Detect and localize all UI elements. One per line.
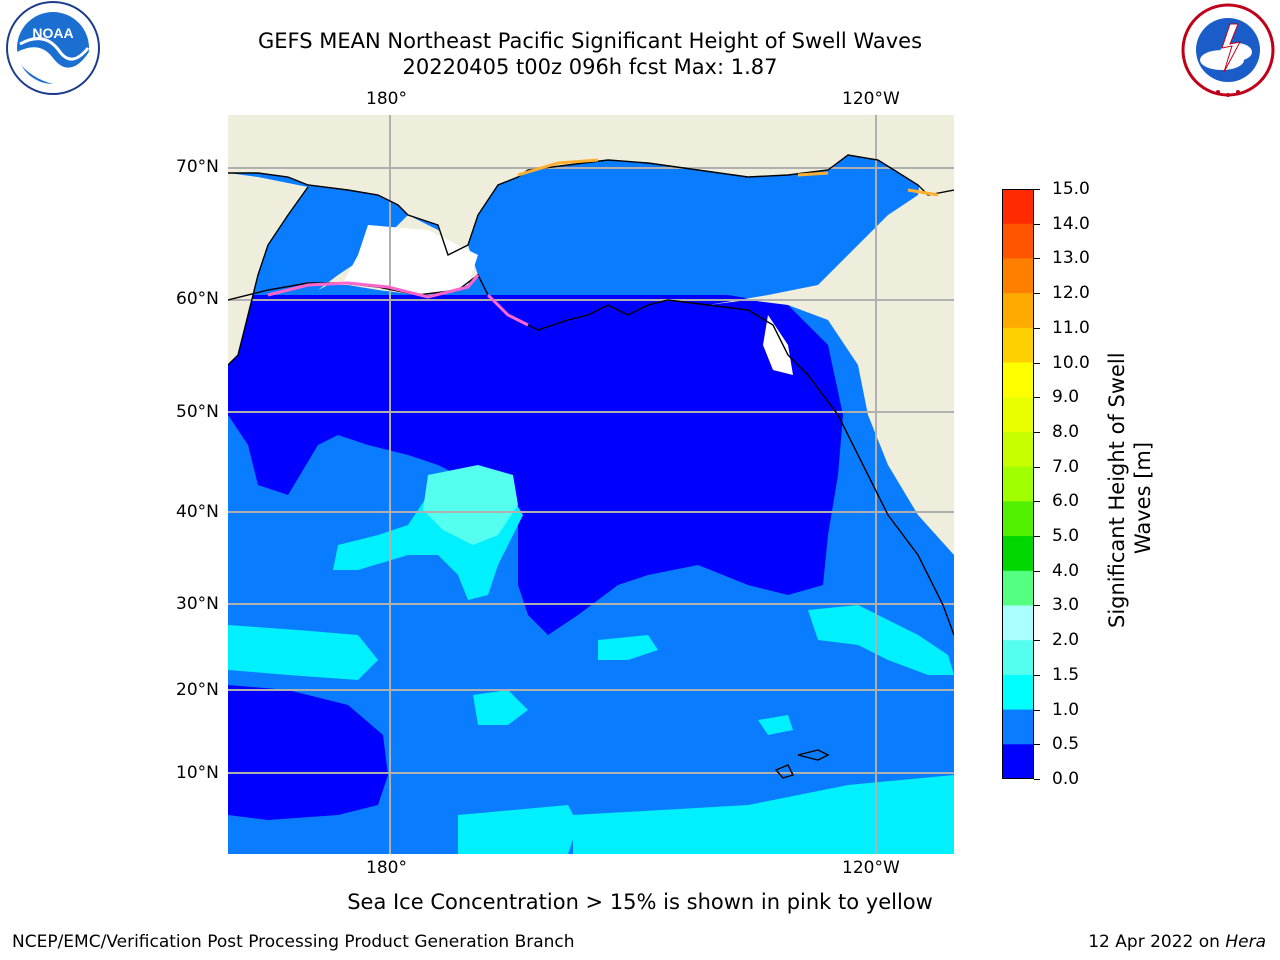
colorbar-segment xyxy=(1002,536,1034,572)
colorbar-tick-mark xyxy=(1034,501,1040,503)
lon-label-bottom-180: 180° xyxy=(366,858,407,878)
colorbar-tick-mark xyxy=(1034,327,1040,329)
colorbar-segment xyxy=(1002,466,1034,502)
lon-label-top-120w: 120°W xyxy=(842,89,900,109)
colorbar-tick-mark xyxy=(1034,674,1040,676)
colorbar-tick-label: 1.0 xyxy=(1052,699,1080,720)
colorbar-tick-label: 15.0 xyxy=(1052,179,1090,199)
noaa-logo: NOAA xyxy=(6,1,100,95)
colorbar xyxy=(1002,189,1034,779)
footer-machine: Hera xyxy=(1225,932,1266,952)
colorbar-segment xyxy=(1002,570,1034,606)
colorbar-segment xyxy=(1002,362,1034,398)
colorbar-segment xyxy=(1002,223,1034,259)
swell-zone-cyan-south2 xyxy=(573,805,758,854)
colorbar-tick-label: 13.0 xyxy=(1052,248,1090,269)
swell-height-map xyxy=(228,115,954,854)
swell-zone-cyan-hawaii xyxy=(473,690,528,725)
colorbar-segment xyxy=(1002,327,1034,364)
footer-date: 12 Apr 2022 on Hera xyxy=(1088,932,1266,952)
sea-ice-note: Sea Ice Concentration > 15% is shown in … xyxy=(347,890,933,914)
land-arctic xyxy=(228,115,954,255)
swell-zone-low-southwest xyxy=(228,685,388,820)
colorbar-segment xyxy=(1002,640,1034,676)
lat-label-60n: 60°N xyxy=(176,289,219,309)
swell-zone-cyan-south3 xyxy=(748,775,954,854)
colorbar-segment xyxy=(1002,674,1034,711)
footer-credit: NCEP/EMC/Verification Post Processing Pr… xyxy=(12,932,575,952)
colorbar-tick-mark xyxy=(1034,640,1040,642)
swell-zone-cyan-south1 xyxy=(458,805,578,854)
colorbar-tick-mark xyxy=(1034,189,1040,190)
colorbar-tick-label: 10.0 xyxy=(1052,352,1090,373)
colorbar-tick-mark xyxy=(1034,536,1040,538)
colorbar-tick-mark xyxy=(1034,431,1040,433)
colorbar-tick-label: 8.0 xyxy=(1052,421,1080,442)
colorbar-segment xyxy=(1002,744,1034,779)
colorbar-tick-label: 9.0 xyxy=(1052,387,1080,408)
colorbar-segment xyxy=(1002,431,1034,468)
swell-zone-cyan-west xyxy=(228,625,378,680)
colorbar-tick-label: 12.0 xyxy=(1052,283,1090,304)
swell-zone-cyan-east-small xyxy=(758,715,793,735)
plot-title-line2: 20220405 t00z 096h fcst Max: 1.87 xyxy=(402,55,778,79)
land-north-america xyxy=(708,115,954,555)
lat-label-30n: 30°N xyxy=(176,594,219,614)
colorbar-tick-mark xyxy=(1034,744,1040,746)
colorbar-tick-label: 11.0 xyxy=(1052,317,1090,338)
lon-label-bottom-120w: 120°W xyxy=(842,858,900,878)
colorbar-segment xyxy=(1002,397,1034,433)
colorbar-segment xyxy=(1002,605,1034,641)
colorbar-label-line2: Waves [m] xyxy=(1131,441,1155,555)
noaa-logo-text: NOAA xyxy=(32,25,73,41)
swell-zone-cyan-east xyxy=(808,605,954,675)
colorbar-segment xyxy=(1002,709,1034,745)
colorbar-tick-label: 5.0 xyxy=(1052,526,1080,547)
nws-logo xyxy=(1181,3,1275,97)
lat-label-70n: 70°N xyxy=(176,157,219,177)
sea-ice-coast xyxy=(763,315,793,375)
footer-date-text: 12 Apr 2022 on xyxy=(1088,932,1226,952)
colorbar-segments xyxy=(1002,189,1034,779)
swell-zone-mid-east xyxy=(748,595,838,685)
colorbar-tick-label: 3.0 xyxy=(1052,595,1080,616)
sea-ice-edge-arctic xyxy=(517,158,939,197)
colorbar-tick-label: 4.0 xyxy=(1052,560,1080,581)
colorbar-tick-mark xyxy=(1034,258,1040,260)
colorbar-tick-label: 14.0 xyxy=(1052,213,1090,234)
colorbar-tick-mark xyxy=(1034,605,1040,607)
lat-label-50n: 50°N xyxy=(176,402,219,422)
plot-title-line1: GEFS MEAN Northeast Pacific Significant … xyxy=(257,29,923,53)
colorbar-tick-mark xyxy=(1034,223,1040,225)
colorbar-segment xyxy=(1002,501,1034,537)
colorbar-tick-label: 0.0 xyxy=(1052,769,1080,789)
colorbar-segment xyxy=(1002,258,1034,294)
lat-label-20n: 20°N xyxy=(176,680,219,700)
map-gridlines xyxy=(228,115,954,854)
colorbar-tick-mark xyxy=(1034,466,1040,468)
swell-zone-low-north xyxy=(228,295,843,635)
colorbar-label: Significant Height of Swell Waves [m] xyxy=(1104,352,1156,628)
colorbar-tick-label: 6.0 xyxy=(1052,491,1080,512)
lon-label-top-180: 180° xyxy=(366,89,407,109)
colorbar-tick-mark xyxy=(1034,709,1040,711)
colorbar-segment xyxy=(1002,293,1034,329)
colorbar-tick-mark xyxy=(1034,362,1040,364)
sea-ice-edge xyxy=(267,274,529,327)
colorbar-tick-label: 0.5 xyxy=(1052,734,1080,755)
lat-label-40n: 40°N xyxy=(176,502,219,522)
colorbar-tick-label: 2.0 xyxy=(1052,630,1080,651)
swell-zone-cyan-small xyxy=(598,635,658,660)
colorbar-label-line1: Significant Height of Swell xyxy=(1105,352,1129,628)
colorbar-tick-mark xyxy=(1034,397,1040,399)
colorbar-tick-label: 1.5 xyxy=(1052,664,1080,685)
colorbar-tick-label: 7.0 xyxy=(1052,456,1080,477)
colorbar-tick-mark xyxy=(1034,779,1040,780)
colorbar-segment xyxy=(1002,189,1034,225)
colorbar-tick-mark xyxy=(1034,293,1040,295)
lat-label-10n: 10°N xyxy=(176,763,219,783)
swell-zone-peak xyxy=(423,465,518,545)
colorbar-tick-mark xyxy=(1034,570,1040,572)
land-kamchatka xyxy=(228,173,308,365)
